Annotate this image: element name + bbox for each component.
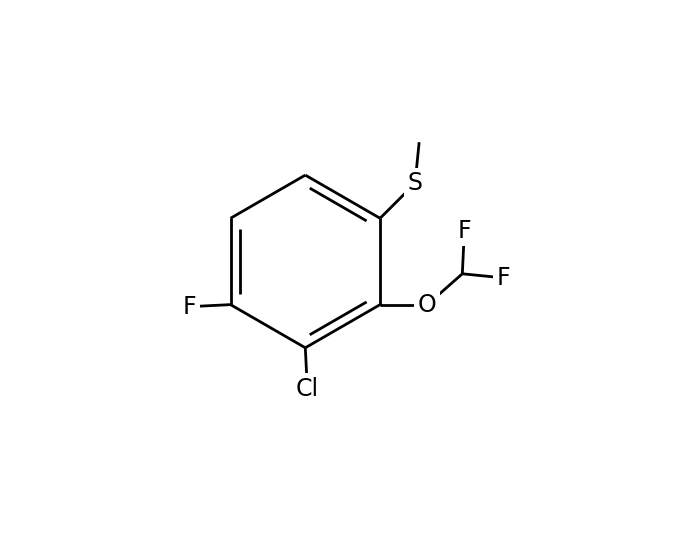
Text: O: O <box>418 293 437 317</box>
Text: F: F <box>497 266 510 290</box>
Text: F: F <box>183 295 197 319</box>
Text: F: F <box>457 218 471 242</box>
Text: Cl: Cl <box>295 377 319 401</box>
Text: S: S <box>408 171 423 195</box>
